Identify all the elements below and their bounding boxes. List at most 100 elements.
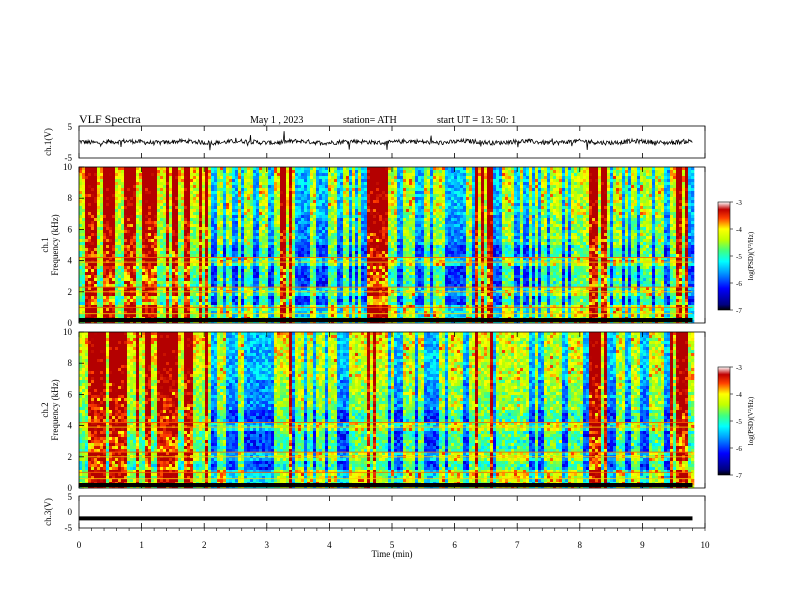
spectrogram-cell xyxy=(265,272,268,275)
spectrogram-cell xyxy=(241,179,244,182)
spectrogram-cell xyxy=(208,191,211,194)
spectrogram-cell xyxy=(121,182,124,185)
spectrogram-cell xyxy=(220,260,223,263)
spectrogram-cell xyxy=(211,299,214,302)
spectrogram-cell xyxy=(145,248,148,251)
spectrogram-cell xyxy=(280,263,283,266)
spectrogram-cell xyxy=(82,233,85,236)
spectrogram-cell xyxy=(148,272,151,275)
spectrogram-cell xyxy=(154,275,157,278)
spectrogram-cell xyxy=(106,194,109,197)
spectrogram-cell xyxy=(166,269,169,272)
spectrogram-cell xyxy=(163,278,166,281)
spectrogram-cell xyxy=(193,203,196,206)
spectrogram-cell xyxy=(79,224,82,227)
spectrogram-cell xyxy=(220,212,223,215)
spectrogram-cell xyxy=(214,200,217,203)
spectrogram-cell xyxy=(88,203,91,206)
spectrogram-cell xyxy=(118,272,121,275)
spectrogram-cell xyxy=(160,308,163,311)
spectrogram-cell xyxy=(178,314,181,317)
spectrogram-cell xyxy=(157,182,160,185)
spectrogram-cell xyxy=(235,296,238,299)
spectrogram-cell xyxy=(79,197,82,200)
spectrogram-cell xyxy=(187,299,190,302)
spectrogram-cell xyxy=(103,281,106,284)
spectrogram-cell xyxy=(274,224,277,227)
spectrogram-cell xyxy=(199,236,202,239)
spectrogram-cell xyxy=(136,197,139,200)
spectrogram-cell xyxy=(223,278,226,281)
spectrogram-cell xyxy=(145,272,148,275)
spectrogram-cell xyxy=(160,260,163,263)
spectrogram-cell xyxy=(256,194,259,197)
spectrogram-cell xyxy=(232,314,235,317)
spectrogram-cell xyxy=(85,293,88,296)
spectrogram-cell xyxy=(265,224,268,227)
spectrogram-cell xyxy=(265,314,268,317)
spectrogram-cell xyxy=(79,227,82,230)
spectrogram-cell xyxy=(124,191,127,194)
spectrogram-cell xyxy=(211,308,214,311)
spectrogram-cell xyxy=(226,182,229,185)
spectrogram-cell xyxy=(175,170,178,173)
spectrogram-cell xyxy=(151,266,154,269)
spectrogram-cell xyxy=(178,245,181,248)
spectrogram-cell xyxy=(82,188,85,191)
spectrogram-cell xyxy=(202,188,205,191)
spectrogram-cell xyxy=(106,299,109,302)
spectrogram-cell xyxy=(181,185,184,188)
spectrogram-cell xyxy=(139,281,142,284)
spectrogram-cell xyxy=(133,191,136,194)
spectrogram-cell xyxy=(124,200,127,203)
spectrogram-cell xyxy=(118,236,121,239)
spectrogram-cell xyxy=(235,218,238,221)
spectrogram-cell xyxy=(139,278,142,281)
spectrogram-cell xyxy=(268,209,271,212)
spectrogram-cell xyxy=(88,272,91,275)
spectrogram-cell xyxy=(130,239,133,242)
spectrogram-cell xyxy=(271,275,274,278)
spectrogram-cell xyxy=(85,296,88,299)
spectrogram-cell xyxy=(280,248,283,251)
spectrogram-cell xyxy=(142,236,145,239)
spectrogram-cell xyxy=(85,230,88,233)
spectrogram-cell xyxy=(181,260,184,263)
spectrogram-cell xyxy=(280,224,283,227)
spectrogram-cell xyxy=(256,215,259,218)
spectrogram-cell xyxy=(115,176,118,179)
spectrogram-cell xyxy=(142,194,145,197)
spectrogram-cell xyxy=(202,266,205,269)
spectrogram-cell xyxy=(85,194,88,197)
spectrogram-cell xyxy=(232,239,235,242)
spectrogram-cell xyxy=(226,251,229,254)
spectrogram-cell xyxy=(190,263,193,266)
spectrogram-cell xyxy=(220,194,223,197)
spectrogram-cell xyxy=(163,227,166,230)
spectrogram-cell xyxy=(166,176,169,179)
spectrogram-cell xyxy=(85,245,88,248)
spectrogram-cell xyxy=(193,197,196,200)
spectrogram-cell xyxy=(211,260,214,263)
spectrogram-cell xyxy=(91,245,94,248)
spectrogram-cell xyxy=(250,278,253,281)
spectrogram-cell xyxy=(199,212,202,215)
spectrogram-cell xyxy=(187,293,190,296)
spectrogram-cell xyxy=(247,182,250,185)
spectrogram-cell xyxy=(157,239,160,242)
spectrogram-cell xyxy=(142,245,145,248)
spectrogram-cell xyxy=(223,251,226,254)
spectrogram-cell xyxy=(175,293,178,296)
spectrogram-cell xyxy=(100,254,103,257)
spectrogram-cell xyxy=(280,173,283,176)
spectrogram-cell xyxy=(193,215,196,218)
spectrogram-cell xyxy=(214,209,217,212)
spectrogram-cell xyxy=(250,275,253,278)
spectrogram-cell xyxy=(244,278,247,281)
spectrogram-cell xyxy=(133,263,136,266)
spectrogram-cell xyxy=(262,200,265,203)
spectrogram-cell xyxy=(109,308,112,311)
spectrogram-cell xyxy=(190,173,193,176)
spectrogram-cell xyxy=(280,275,283,278)
spectrogram-cell xyxy=(283,176,286,179)
